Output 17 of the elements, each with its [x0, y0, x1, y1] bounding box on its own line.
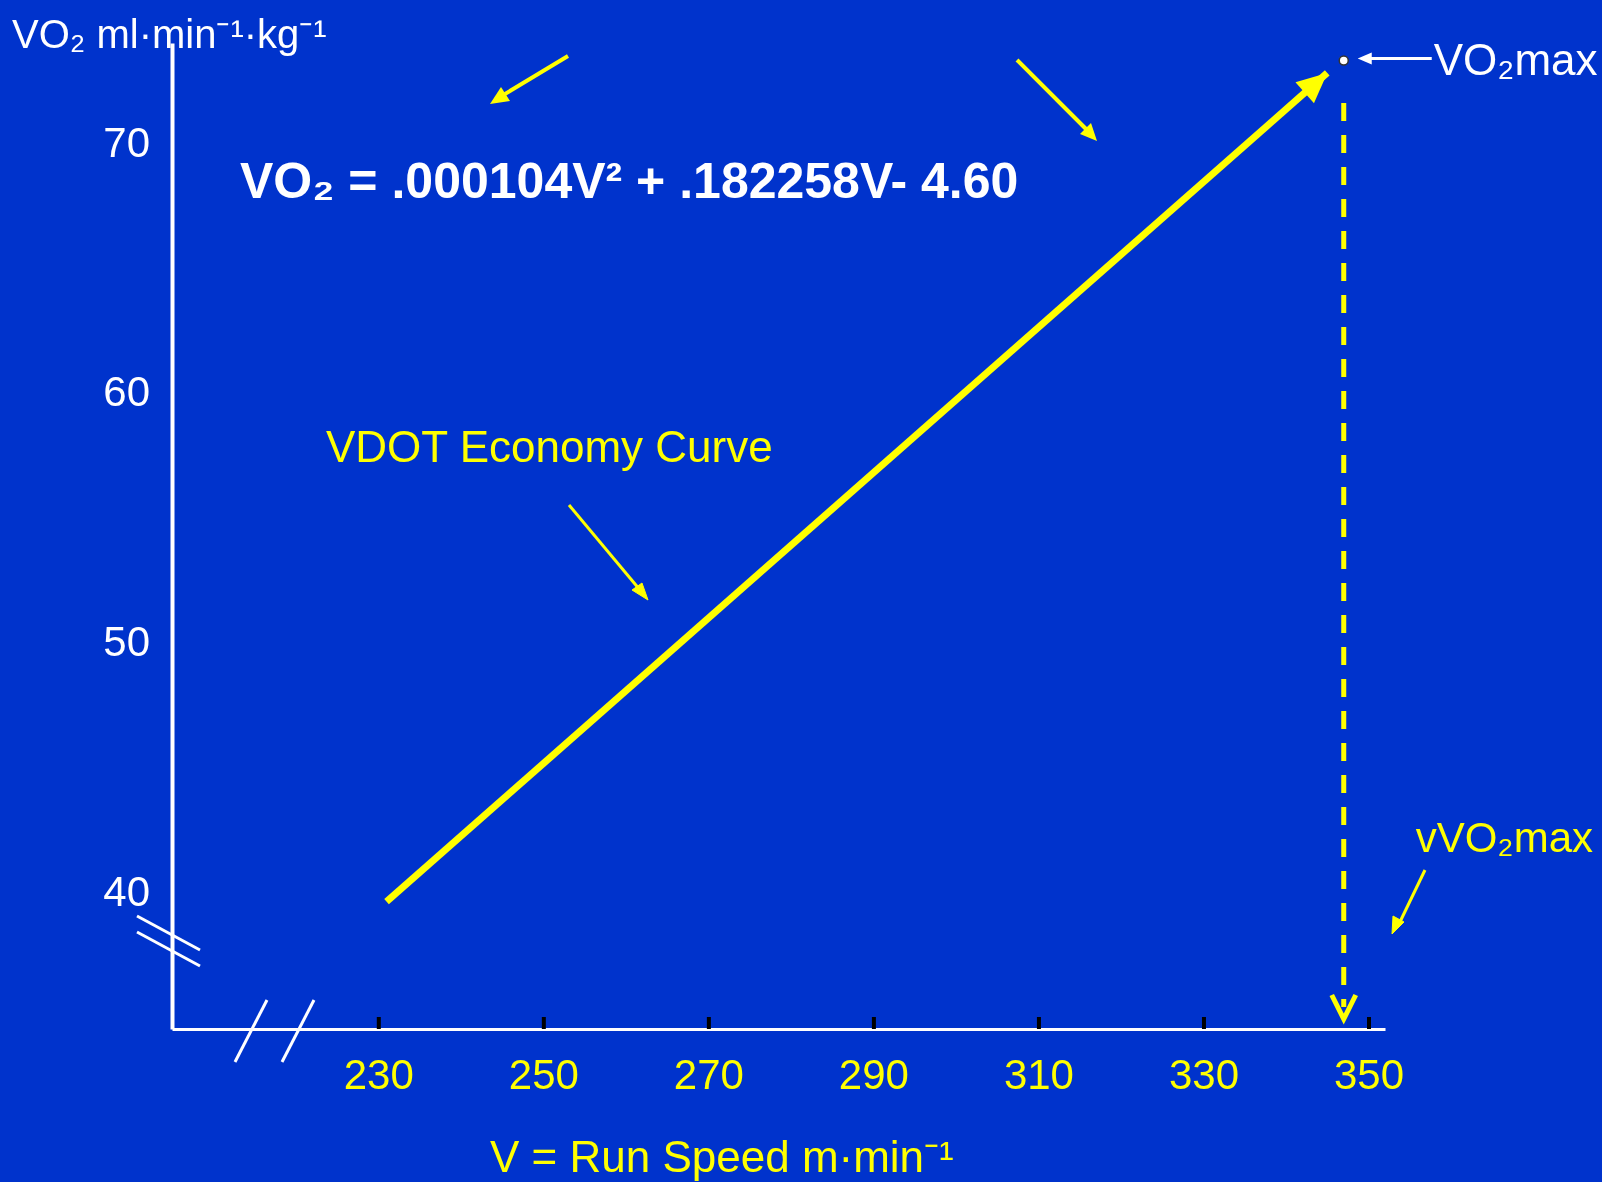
- x-axis-title: V = Run Speed m·min⁻¹: [490, 1132, 954, 1181]
- x-tick-label: 290: [838, 1050, 909, 1098]
- y-axis-title: VO₂ ml·min⁻¹·kg⁻¹: [12, 12, 327, 56]
- x-tick-label: 310: [1003, 1050, 1074, 1098]
- y-tick-label: 50: [103, 618, 150, 666]
- ref-line-label: vVO₂max: [1415, 814, 1593, 861]
- annotation: VO₂max: [1433, 35, 1598, 85]
- series-label: VDOT Economy Curve: [326, 422, 773, 471]
- x-tick-label: 350: [1333, 1050, 1405, 1098]
- annotation: VO₂ = .000104V² + .182258V- 4.60: [240, 153, 1019, 209]
- y-tick-label: 40: [103, 867, 150, 915]
- x-tick-label: 270: [673, 1050, 744, 1098]
- y-tick-label: 70: [103, 118, 150, 166]
- y-tick-label: 60: [103, 368, 150, 416]
- x-tick-label: 230: [343, 1050, 414, 1098]
- x-tick-label: 250: [508, 1050, 579, 1098]
- x-tick-label: 330: [1168, 1050, 1239, 1098]
